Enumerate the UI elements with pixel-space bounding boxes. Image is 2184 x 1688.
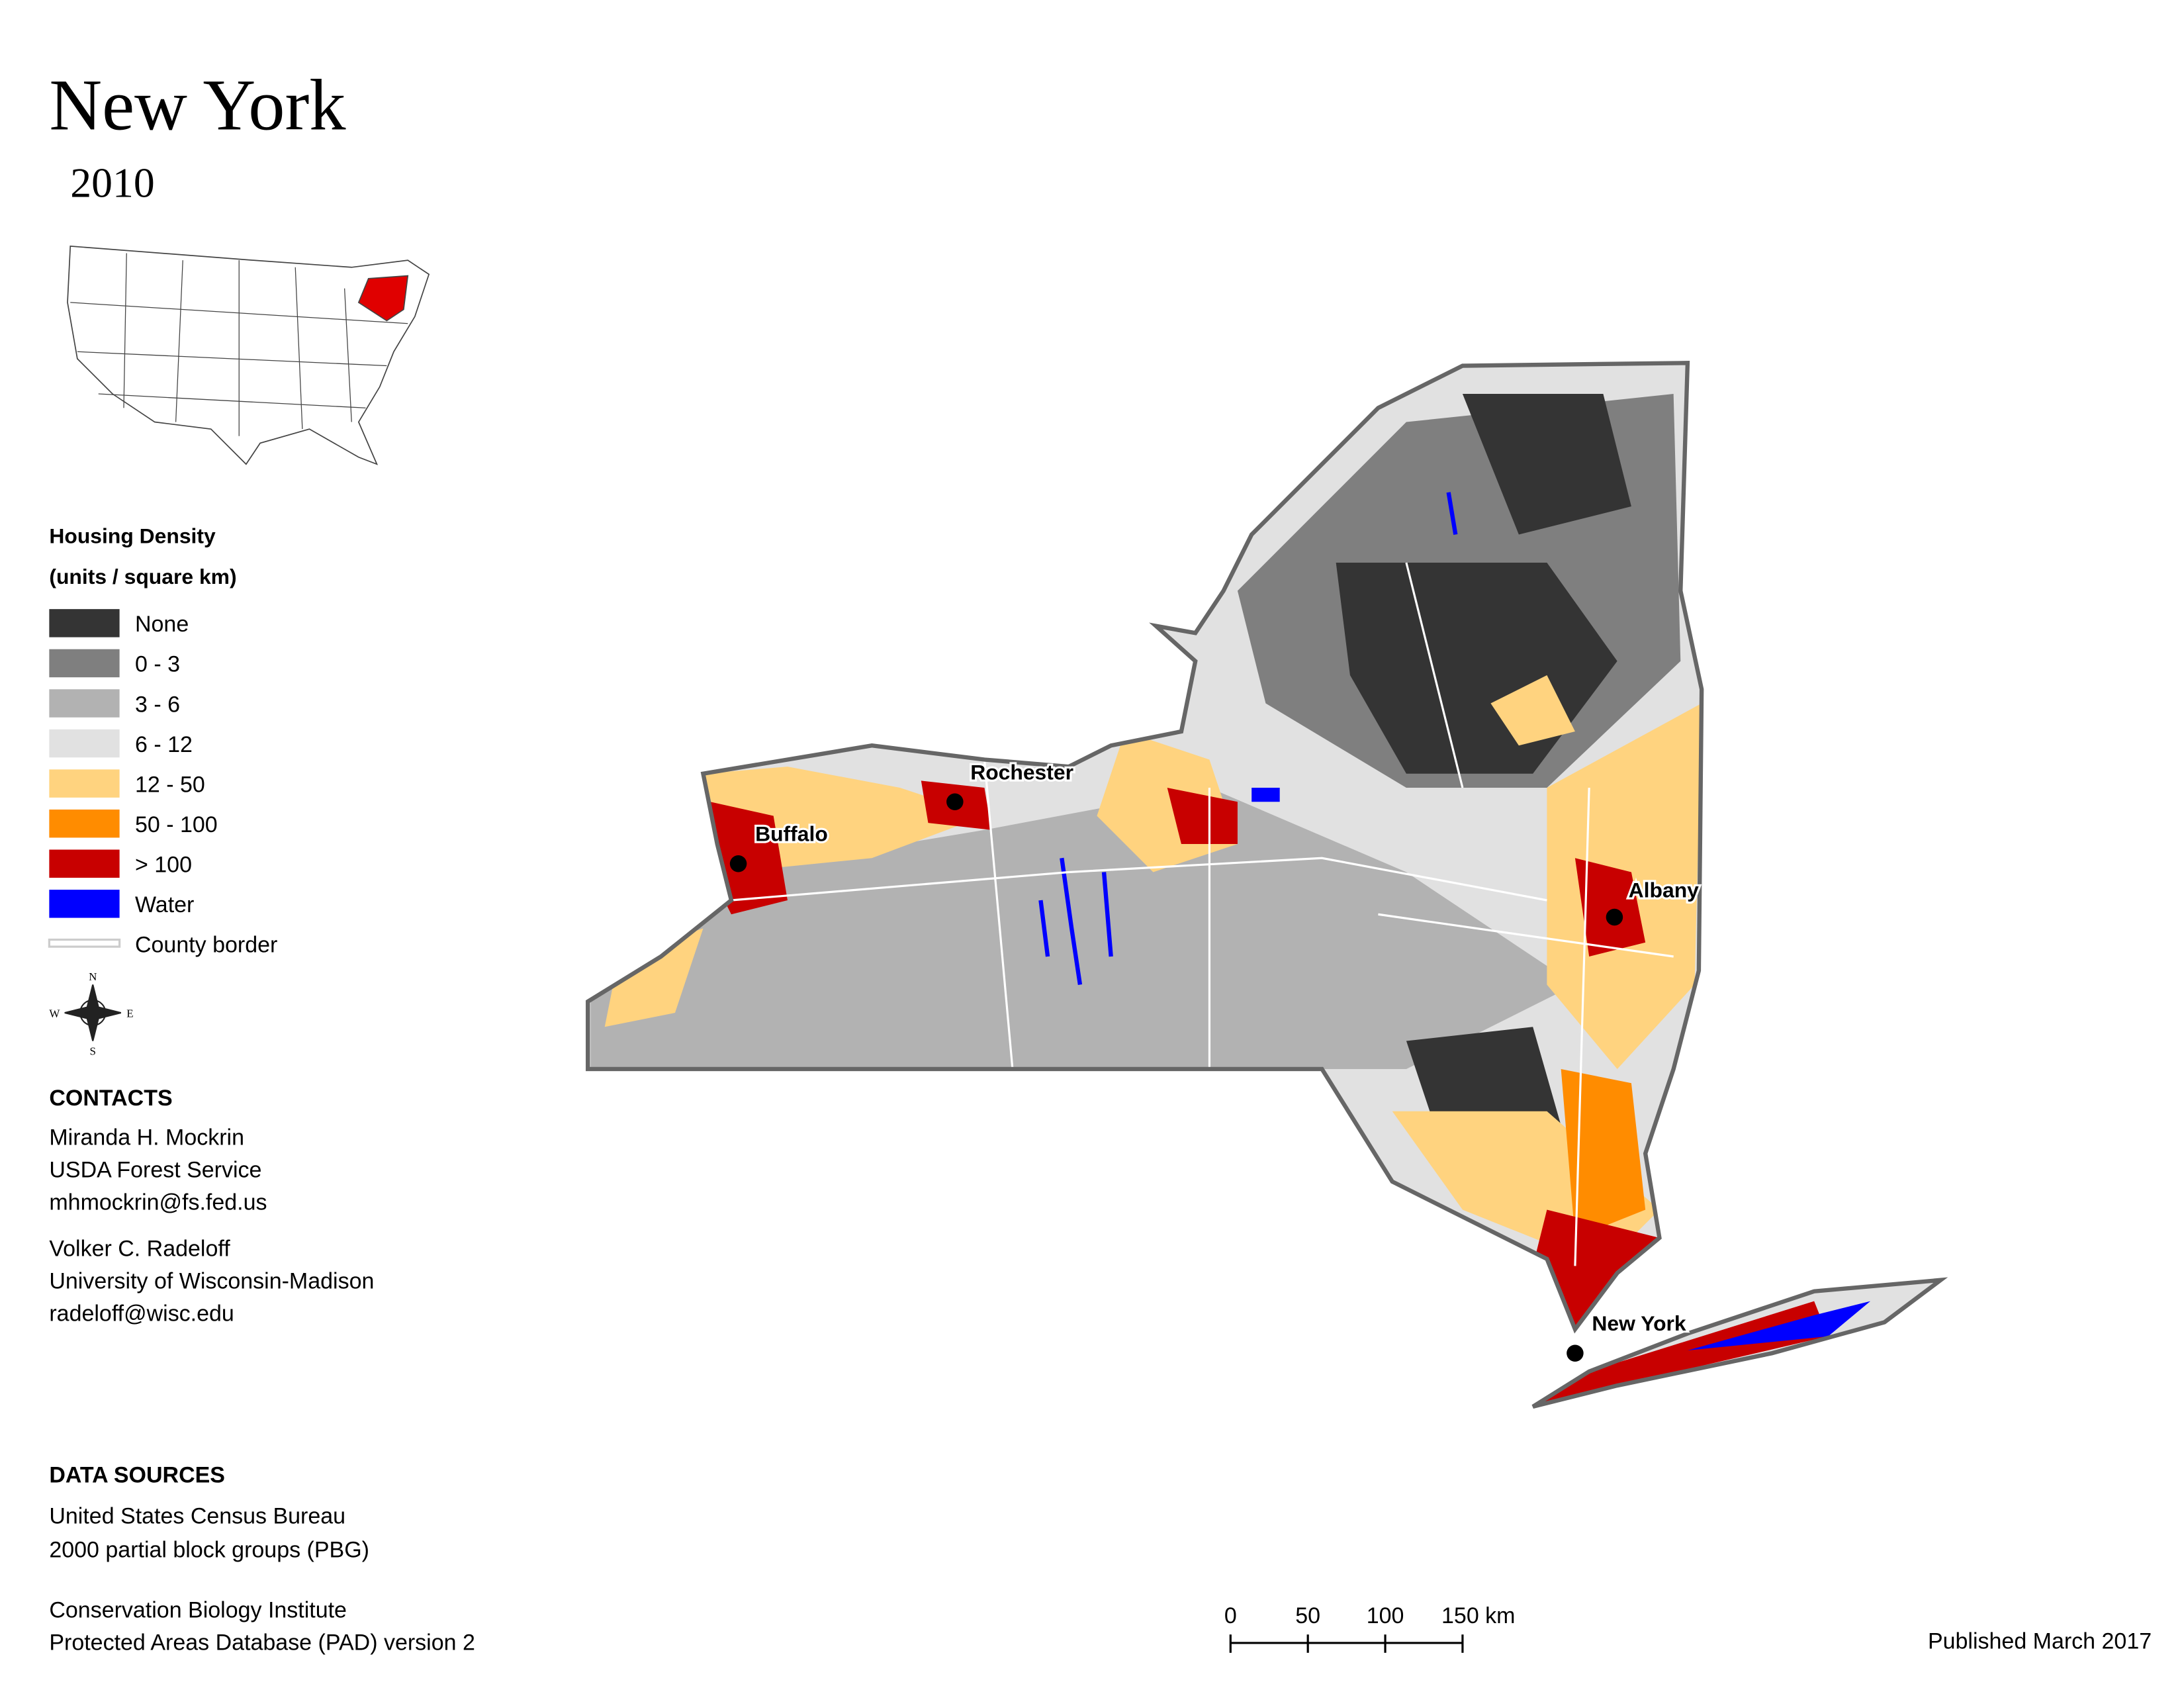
contact-org: University of Wisconsin-Madison xyxy=(49,1268,374,1293)
water-patch xyxy=(1038,492,1458,985)
contact-email: mhmockrin@fs.fed.us xyxy=(49,1190,267,1215)
legend-label: > 100 xyxy=(135,852,192,877)
water-patch xyxy=(1687,1301,1871,1350)
compass-s: S xyxy=(90,1045,96,1058)
state-map xyxy=(576,352,1954,1421)
city-label: Rochester xyxy=(970,760,1073,784)
legend-label: 50 - 100 xyxy=(135,812,218,837)
legend-label: Water xyxy=(135,892,194,917)
water-patch xyxy=(1251,788,1280,802)
land-patch xyxy=(1533,1301,1829,1407)
source-line: Conservation Biology Institute xyxy=(49,1598,347,1623)
city-label: New York xyxy=(1592,1311,1686,1335)
us-inset xyxy=(67,245,430,465)
land-patch xyxy=(1490,675,1575,746)
city-label: Buffalo xyxy=(755,822,828,846)
land-patch xyxy=(1167,788,1238,844)
compass-e: E xyxy=(126,1007,133,1019)
legend-swatch xyxy=(49,729,120,758)
contact-name: Volker C. Radeloff xyxy=(49,1237,230,1262)
land-patch xyxy=(1561,1068,1646,1238)
scale-label: 0 xyxy=(1224,1603,1237,1628)
legend-swatch xyxy=(49,809,120,838)
contact-email: radeloff@wisc.edu xyxy=(49,1301,234,1326)
title: New York xyxy=(49,65,346,146)
subtitle: 2010 xyxy=(70,160,154,207)
published: Published March 2017 xyxy=(1928,1628,2152,1654)
compass-n: N xyxy=(89,970,97,983)
city-dot xyxy=(1606,908,1623,926)
scale-label: 150 km xyxy=(1441,1603,1515,1628)
legend-swatch xyxy=(48,938,121,948)
legend: None 0 - 3 3 - 6 6 - 12 12 - 50 50 - 100 > 100… xyxy=(48,609,277,958)
contacts: Miranda H. Mockrin USDA Forest Service m… xyxy=(49,1125,374,1327)
legend-swatch xyxy=(49,609,120,637)
legend-title: Housing Density xyxy=(49,524,216,547)
sources: United States Census Bureau 2000 partial… xyxy=(49,1503,475,1655)
compass-w: W xyxy=(49,1007,60,1019)
legend-swatch xyxy=(49,649,120,678)
legend-label: 3 - 6 xyxy=(135,692,180,717)
sources-title: DATA SOURCES xyxy=(49,1463,225,1488)
source-line: Protected Areas Database (PAD) version 2 xyxy=(49,1630,475,1656)
legend-label: None xyxy=(135,612,189,637)
contacts-title: CONTACTS xyxy=(49,1086,172,1111)
scale-label: 100 xyxy=(1367,1603,1404,1628)
legend-swatch xyxy=(49,849,120,878)
contact-name: Miranda H. Mockrin xyxy=(49,1125,244,1150)
city-dot xyxy=(729,855,747,872)
scale-bar: 0 50 100 150 km xyxy=(1224,1603,1515,1653)
legend-swatch xyxy=(49,689,120,718)
land-patch xyxy=(1462,394,1631,535)
scale-label: 50 xyxy=(1295,1603,1320,1628)
legend-swatch xyxy=(49,769,120,798)
land-patch xyxy=(1574,858,1646,957)
legend-swatch xyxy=(49,890,120,918)
legend-label: 0 - 3 xyxy=(135,652,180,677)
city-dot xyxy=(946,793,964,811)
source-line: 2000 partial block groups (PBG) xyxy=(49,1537,369,1562)
legend-label: 12 - 50 xyxy=(135,772,205,797)
legend-label: 6 - 12 xyxy=(135,732,193,757)
legend-subtitle: (units / square km) xyxy=(49,565,236,588)
legend-label: County border xyxy=(135,933,277,958)
contact-org: USDA Forest Service xyxy=(49,1158,261,1183)
source-line: United States Census Bureau xyxy=(49,1503,345,1528)
city-dot xyxy=(1567,1344,1584,1362)
cities: Rochester Buffalo Albany New York xyxy=(729,758,1701,1362)
compass: N S E W xyxy=(49,970,133,1058)
city-label: Albany xyxy=(1629,878,1700,902)
land-patch xyxy=(1406,1027,1561,1125)
